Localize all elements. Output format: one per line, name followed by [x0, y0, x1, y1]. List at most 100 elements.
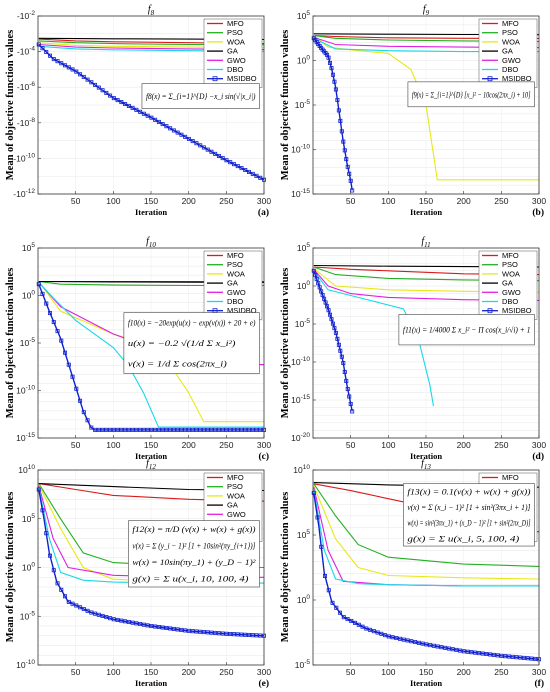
msidbo-marker	[413, 640, 418, 645]
msidbo-marker	[328, 60, 333, 65]
legend-label-dbo: DBO	[502, 65, 518, 74]
msidbo-marker	[420, 641, 425, 646]
x-tick-label: 100	[381, 196, 395, 206]
x-tick-label: 200	[182, 196, 196, 206]
legend-label-pso: PSO	[227, 28, 243, 37]
legend-label-woa: WOA	[227, 491, 245, 500]
x-tick-label: 50	[346, 440, 356, 450]
formula-box	[128, 520, 260, 588]
series-line-gwo	[313, 268, 540, 301]
x-tick-label: 300	[257, 196, 271, 206]
x-tick-label: 50	[346, 196, 356, 206]
msidbo-marker	[156, 427, 161, 432]
x-tick-label: 200	[457, 667, 471, 677]
msidbo-marker	[93, 611, 98, 616]
msidbo-marker	[40, 46, 45, 51]
msidbo-marker	[36, 282, 41, 287]
y-tick-label: 1010	[293, 464, 310, 475]
panel-label: (e)	[258, 678, 269, 689]
legend-label-woa: WOA	[227, 269, 245, 278]
msidbo-marker	[401, 637, 406, 642]
x-axis-label: Iteration	[410, 678, 442, 688]
msidbo-marker	[100, 88, 105, 93]
panel-label: (c)	[258, 451, 269, 462]
formula-box	[123, 312, 260, 374]
msidbo-marker	[51, 320, 56, 325]
msidbo-marker	[347, 394, 352, 399]
msidbo-marker	[246, 169, 251, 174]
x-tick-label: 150	[419, 440, 433, 450]
msidbo-marker	[325, 304, 330, 309]
x-tick-label: 150	[419, 667, 433, 677]
msidbo-marker	[175, 427, 180, 432]
msidbo-marker	[145, 113, 150, 118]
y-tick-label: 10-10	[16, 385, 35, 396]
msidbo-marker	[134, 427, 139, 432]
y-tick-label: 100	[22, 290, 35, 301]
msidbo-marker	[317, 285, 322, 290]
msidbo-marker	[329, 317, 334, 322]
x-tick-label: 100	[381, 440, 395, 450]
x-tick-label: 100	[106, 196, 120, 206]
msidbo-marker	[156, 625, 161, 630]
msidbo-marker	[36, 487, 41, 492]
y-tick-label: 105	[297, 242, 310, 253]
msidbo-marker	[320, 293, 325, 298]
msidbo-marker	[59, 587, 64, 592]
msidbo-marker	[66, 362, 71, 367]
msidbo-marker	[115, 617, 120, 622]
legend-label-gwo: GWO	[227, 510, 246, 519]
msidbo-marker	[484, 652, 489, 657]
msidbo-marker	[160, 625, 165, 630]
msidbo-marker	[338, 118, 343, 123]
y-tick-label: 100	[297, 55, 310, 66]
msidbo-marker	[228, 632, 233, 637]
msidbo-marker	[350, 188, 355, 193]
y-tick-label: -10-10	[13, 152, 35, 163]
msidbo-marker	[209, 149, 214, 154]
series-line-woa	[313, 35, 539, 181]
msidbo-marker	[81, 74, 86, 79]
msidbo-marker	[48, 53, 53, 58]
x-tick-label: 50	[71, 667, 81, 677]
msidbo-marker	[383, 633, 388, 638]
y-tick-label: 10-5	[295, 318, 311, 329]
y-tick-label: 10-15	[291, 188, 310, 199]
msidbo-marker	[179, 627, 184, 632]
msidbo-marker	[499, 653, 504, 658]
y-tick-label: 10-5	[20, 337, 36, 348]
legend-label-mfo: MFO	[227, 251, 244, 260]
msidbo-marker	[194, 629, 199, 634]
msidbo-marker	[323, 300, 328, 305]
msidbo-marker	[405, 638, 410, 643]
msidbo-marker	[443, 645, 448, 650]
msidbo-marker	[48, 311, 53, 316]
msidbo-marker	[319, 289, 324, 294]
y-tick-label: 105	[297, 529, 310, 540]
x-tick-label: 300	[532, 667, 546, 677]
msidbo-marker	[521, 655, 526, 660]
msidbo-marker	[198, 143, 203, 148]
msidbo-marker	[156, 119, 161, 124]
formula-line: w(x) = sin²(3πx_1) + (x_D − 1)² [1 + sin…	[407, 519, 530, 528]
msidbo-marker	[186, 427, 191, 432]
msidbo-marker	[250, 427, 255, 432]
y-tick-label: -10-4	[17, 46, 35, 57]
msidbo-marker	[235, 164, 240, 169]
msidbo-marker	[364, 626, 369, 631]
y-tick-label: 105	[22, 513, 35, 524]
msidbo-marker	[149, 115, 154, 120]
y-axis-label-left: Mean of objective function values	[5, 30, 16, 180]
legend-label-dbo: DBO	[502, 297, 518, 306]
formula-line: w(x) = 10sin(πy_1) + (y_D − 1)²	[132, 558, 256, 567]
msidbo-marker	[338, 348, 343, 353]
msidbo-marker	[138, 622, 143, 627]
legend-label-ga: GA	[502, 47, 513, 56]
chart-title: f10	[146, 236, 156, 249]
legend-label-ga: GA	[227, 47, 238, 56]
msidbo-marker	[313, 272, 318, 277]
msidbo-marker	[51, 568, 56, 573]
chart-panel-f9: 50 100 150 200 250 300 105 100 10-5 10-10 10-15 f9 I…	[291, 4, 546, 218]
y-axis-label-right: Mean of objective function values	[280, 492, 291, 642]
msidbo-marker	[213, 427, 218, 432]
